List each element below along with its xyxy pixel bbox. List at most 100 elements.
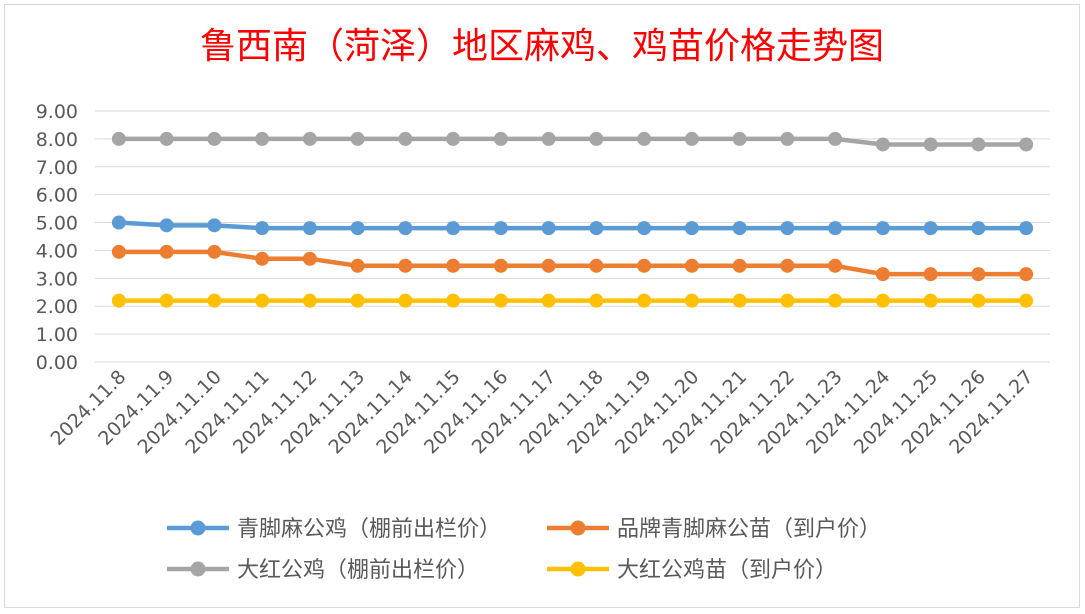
data-point bbox=[875, 137, 890, 152]
data-point bbox=[780, 293, 795, 308]
data-point bbox=[207, 131, 222, 146]
legend-label: 青脚麻公鸡（棚前出栏价） bbox=[237, 517, 501, 542]
y-axis-tick-labels: 0.00 1.00 2.00 3.00 4.00 5.00 6.00 7.00 8.00 9.00 bbox=[36, 101, 78, 374]
data-point bbox=[350, 131, 365, 146]
legend-marker bbox=[570, 561, 586, 577]
data-point bbox=[923, 267, 938, 282]
data-point bbox=[589, 258, 604, 273]
data-point bbox=[541, 258, 556, 273]
data-point bbox=[589, 131, 604, 146]
data-point bbox=[159, 218, 174, 233]
legend-label: 品牌青脚麻公苗（到户价） bbox=[617, 517, 881, 542]
data-point bbox=[732, 293, 747, 308]
data-point bbox=[398, 258, 413, 273]
data-point bbox=[875, 293, 890, 308]
data-point bbox=[398, 221, 413, 236]
data-point bbox=[971, 267, 986, 282]
data-point bbox=[159, 244, 174, 259]
data-point bbox=[302, 221, 317, 236]
legend-marker bbox=[570, 520, 586, 536]
data-point bbox=[302, 293, 317, 308]
data-point bbox=[1019, 267, 1034, 282]
data-point bbox=[302, 131, 317, 146]
data-point bbox=[875, 267, 890, 282]
data-point bbox=[828, 293, 843, 308]
series-3 bbox=[111, 131, 1034, 152]
data-point bbox=[732, 258, 747, 273]
series-line bbox=[116, 249, 1029, 277]
gridlines bbox=[95, 110, 1050, 363]
data-point bbox=[207, 244, 222, 259]
y-tick-label: 2.00 bbox=[36, 296, 78, 318]
data-point bbox=[159, 293, 174, 308]
data-point bbox=[541, 131, 556, 146]
data-point bbox=[1019, 137, 1034, 152]
series-4 bbox=[111, 293, 1034, 308]
legend-marker bbox=[190, 520, 206, 536]
data-point bbox=[302, 251, 317, 266]
data-point bbox=[637, 131, 652, 146]
legend-item: 大红公鸡（棚前出栏价） bbox=[167, 558, 479, 583]
series-lines bbox=[111, 131, 1034, 308]
data-point bbox=[398, 131, 413, 146]
data-point bbox=[684, 221, 699, 236]
data-point bbox=[684, 131, 699, 146]
series-line bbox=[116, 220, 1029, 231]
data-point bbox=[446, 293, 461, 308]
data-point bbox=[446, 131, 461, 146]
data-point bbox=[828, 221, 843, 236]
data-point bbox=[780, 131, 795, 146]
data-point bbox=[255, 131, 270, 146]
y-tick-label: 7.00 bbox=[36, 157, 78, 179]
data-point bbox=[255, 293, 270, 308]
data-point bbox=[493, 221, 508, 236]
data-point bbox=[541, 221, 556, 236]
data-point bbox=[828, 258, 843, 273]
series-2 bbox=[111, 244, 1034, 282]
data-point bbox=[684, 293, 699, 308]
chart-title: 鲁西南（菏泽）地区麻鸡、鸡苗价格走势图 bbox=[200, 26, 884, 67]
data-point bbox=[446, 258, 461, 273]
legend-item: 品牌青脚麻公苗（到户价） bbox=[547, 517, 881, 542]
y-tick-label: 1.00 bbox=[36, 324, 78, 346]
data-point bbox=[589, 293, 604, 308]
data-point bbox=[1019, 293, 1034, 308]
data-point bbox=[637, 221, 652, 236]
y-tick-label: 0.00 bbox=[36, 352, 78, 374]
data-point bbox=[541, 293, 556, 308]
legend-label: 大红公鸡苗（到户价） bbox=[617, 558, 837, 583]
data-point bbox=[637, 258, 652, 273]
y-tick-label: 4.00 bbox=[36, 240, 78, 262]
legend-item: 青脚麻公鸡（棚前出栏价） bbox=[167, 517, 501, 542]
y-tick-label: 6.00 bbox=[36, 185, 78, 207]
data-point bbox=[923, 293, 938, 308]
data-point bbox=[255, 221, 270, 236]
data-point bbox=[828, 131, 843, 146]
data-point bbox=[207, 293, 222, 308]
series-line bbox=[116, 136, 1029, 147]
data-point bbox=[255, 251, 270, 266]
data-point bbox=[350, 258, 365, 273]
y-tick-label: 3.00 bbox=[36, 268, 78, 290]
series-1 bbox=[111, 215, 1034, 236]
data-point bbox=[589, 221, 604, 236]
data-point bbox=[350, 221, 365, 236]
data-point bbox=[493, 131, 508, 146]
data-point bbox=[398, 293, 413, 308]
data-point bbox=[637, 293, 652, 308]
y-tick-label: 5.00 bbox=[36, 213, 78, 235]
y-tick-label: 9.00 bbox=[36, 101, 78, 123]
legend-label: 大红公鸡（棚前出栏价） bbox=[237, 558, 479, 583]
data-point bbox=[350, 293, 365, 308]
legend: 青脚麻公鸡（棚前出栏价） 品牌青脚麻公苗（到户价） 大红公鸡（棚前出栏价） 大红公鸡苗… bbox=[167, 517, 881, 583]
data-point bbox=[971, 137, 986, 152]
legend-item: 大红公鸡苗（到户价） bbox=[547, 558, 837, 583]
data-point bbox=[111, 215, 126, 230]
data-point bbox=[732, 221, 747, 236]
x-axis-tick-labels: 2024.11.82024.11.92024.11.102024.11.1120… bbox=[46, 366, 1037, 458]
data-point bbox=[159, 131, 174, 146]
data-point bbox=[111, 244, 126, 259]
data-point bbox=[684, 258, 699, 273]
data-point bbox=[111, 293, 126, 308]
